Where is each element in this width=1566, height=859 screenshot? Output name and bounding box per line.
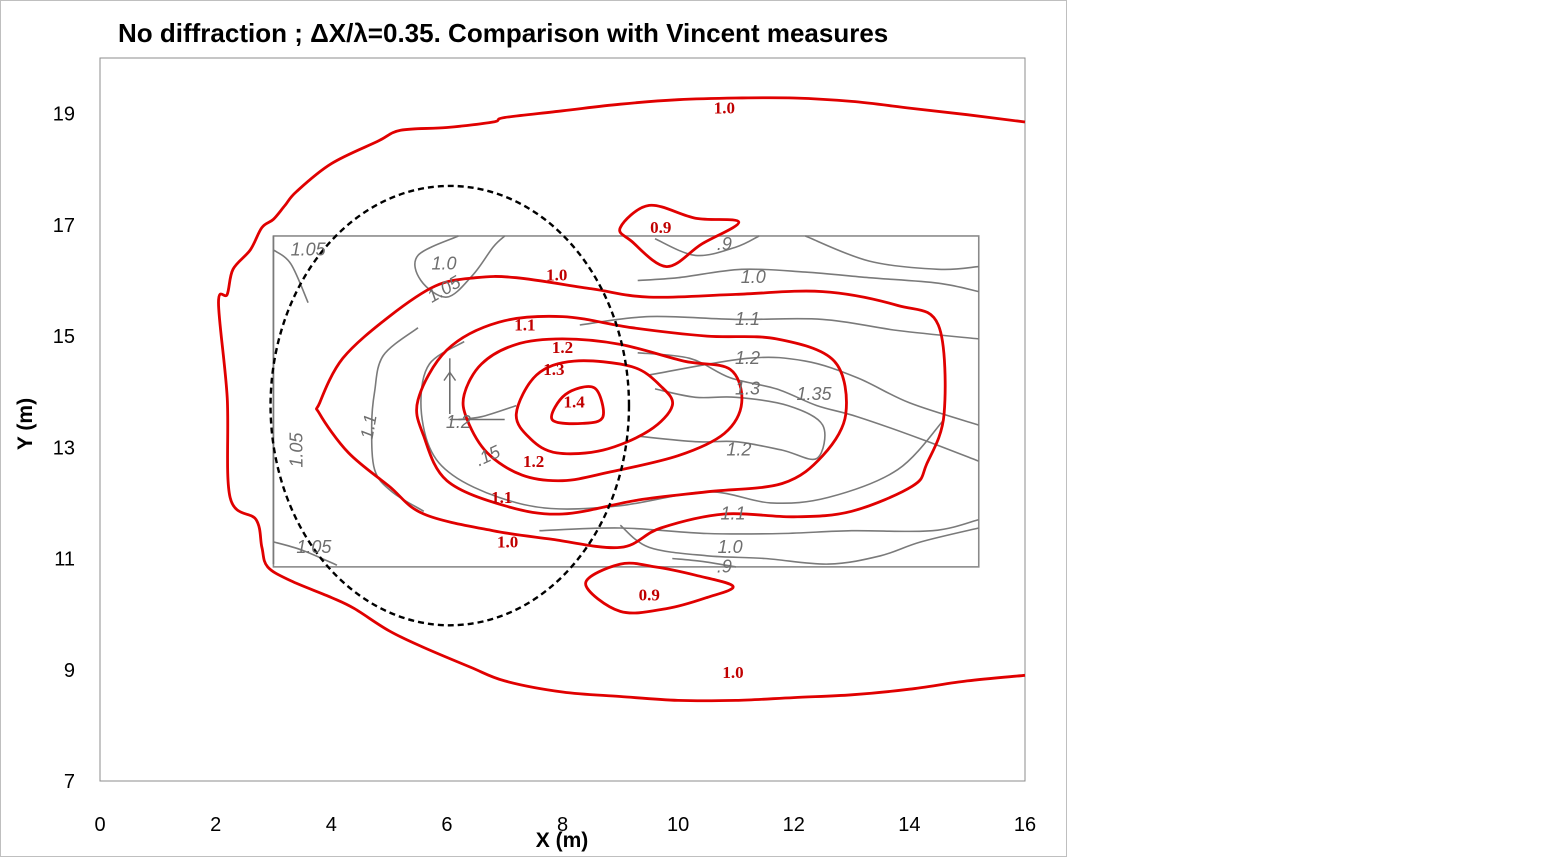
measured-contour-1 <box>414 235 506 298</box>
y-tick-label: 7 <box>64 771 75 793</box>
computed-label: 0.9 <box>639 585 660 604</box>
measured-contour-5 <box>637 268 979 293</box>
computed-label: 1.2 <box>523 452 544 471</box>
computed-contour-0-9-lower <box>584 561 735 615</box>
measured-contour-13 <box>672 557 737 568</box>
x-tick-label: 8 <box>557 814 568 836</box>
measured-label: 1.35 <box>796 384 832 404</box>
computed-label: 1.2 <box>552 338 573 357</box>
measured-contour-14 <box>272 249 309 304</box>
y-tick-label: 11 <box>54 549 75 571</box>
y-tick-label: 9 <box>64 660 75 682</box>
measured-contours <box>272 235 980 568</box>
y-tick-label: 19 <box>53 104 75 126</box>
measured-label: 1.3 <box>735 378 760 398</box>
y-tick-label: 15 <box>53 326 75 348</box>
measured-label: .9 <box>717 234 732 254</box>
measured-contour-2 <box>370 327 425 512</box>
x-tick-label: 10 <box>667 814 689 836</box>
measured-label: 1.2 <box>446 412 471 432</box>
measured-contour-11 <box>539 518 979 535</box>
lens-outline-ellipse <box>269 184 631 627</box>
computed-label: 1.0 <box>497 532 518 551</box>
computed-label: 1.0 <box>722 663 743 682</box>
x-tick-label: 2 <box>210 814 221 836</box>
plot-area <box>99 57 1026 782</box>
contour-labels: 1.01.01.11.21.31.41.21.11.00.90.91.01.05… <box>286 99 832 682</box>
x-tick-label: 6 <box>441 814 452 836</box>
x-axis-label: X (m) <box>536 829 589 852</box>
measured-label: 1.05 <box>424 271 465 306</box>
computed-label: 1.0 <box>714 99 735 118</box>
measured-label: .15 <box>472 441 504 470</box>
figure-frame <box>0 0 1067 857</box>
y-tick-label: 17 <box>53 215 75 237</box>
measured-contour-15 <box>273 541 338 566</box>
measured-label: 1.0 <box>718 537 743 557</box>
measured-contour-9 <box>637 388 826 461</box>
axis-ticks: 0 2 4 6 8 10 12 14 16 7 9 11 13 15 17 19 <box>53 104 1036 836</box>
x-tick-label: 12 <box>783 814 805 836</box>
measured-contour-7 <box>805 235 979 271</box>
computed-contour-1-0-inner <box>315 275 947 550</box>
measured-label: 1.0 <box>741 267 766 287</box>
x-tick-label: 14 <box>898 814 920 836</box>
measured-label: 1.1 <box>721 504 746 524</box>
computed-contours <box>217 96 1026 703</box>
computed-contour-1-4-inner <box>550 385 605 426</box>
lens-outline <box>269 184 631 627</box>
y-axis-arrow-mark <box>443 370 457 414</box>
measurement-area <box>272 235 980 568</box>
computed-label: 1.3 <box>543 360 564 379</box>
computed-label: 0.9 <box>650 218 671 237</box>
computed-contour-0-9-upper <box>618 203 741 269</box>
measured-label: 1.0 <box>431 253 456 273</box>
y-tick-label: 13 <box>53 437 75 459</box>
computed-label: 1.4 <box>563 392 585 411</box>
measured-label: 1.1 <box>735 309 760 329</box>
computed-label: 1.1 <box>514 316 535 335</box>
computed-contour-1-2-inner <box>461 337 744 483</box>
computed-contour-1-3-inner <box>514 359 675 456</box>
measured-contour-3 <box>420 340 945 510</box>
measured-label: 1.2 <box>735 348 760 368</box>
measured-contour-4 <box>579 315 979 340</box>
chart-title: No diffraction ; ΔX/λ=0.35. Comparison w… <box>118 18 888 48</box>
measured-label: 1.2 <box>726 440 751 460</box>
computed-label: 1.0 <box>546 265 567 284</box>
measured-label: 1.05 <box>286 432 306 468</box>
measured-contour-12 <box>619 524 979 565</box>
measured-label: .9 <box>717 556 732 576</box>
measured-contour-6 <box>654 235 760 257</box>
measured-label: 1.1 <box>357 413 381 441</box>
computed-contour-1-1-inner <box>415 314 848 516</box>
y-axis-label: Y (m) <box>14 398 37 450</box>
measured-contour-10 <box>649 356 980 426</box>
measured-contour-8 <box>637 352 980 462</box>
x-tick-label: 4 <box>326 814 337 836</box>
x-tick-label: 0 <box>94 814 105 836</box>
computed-label: 1.1 <box>491 488 512 507</box>
x-tick-label: 16 <box>1014 814 1036 836</box>
measured-label: 1.05 <box>291 239 327 259</box>
measured-label: 1.05 <box>296 537 332 557</box>
computed-contour-1-0-outer-top <box>217 96 1026 703</box>
